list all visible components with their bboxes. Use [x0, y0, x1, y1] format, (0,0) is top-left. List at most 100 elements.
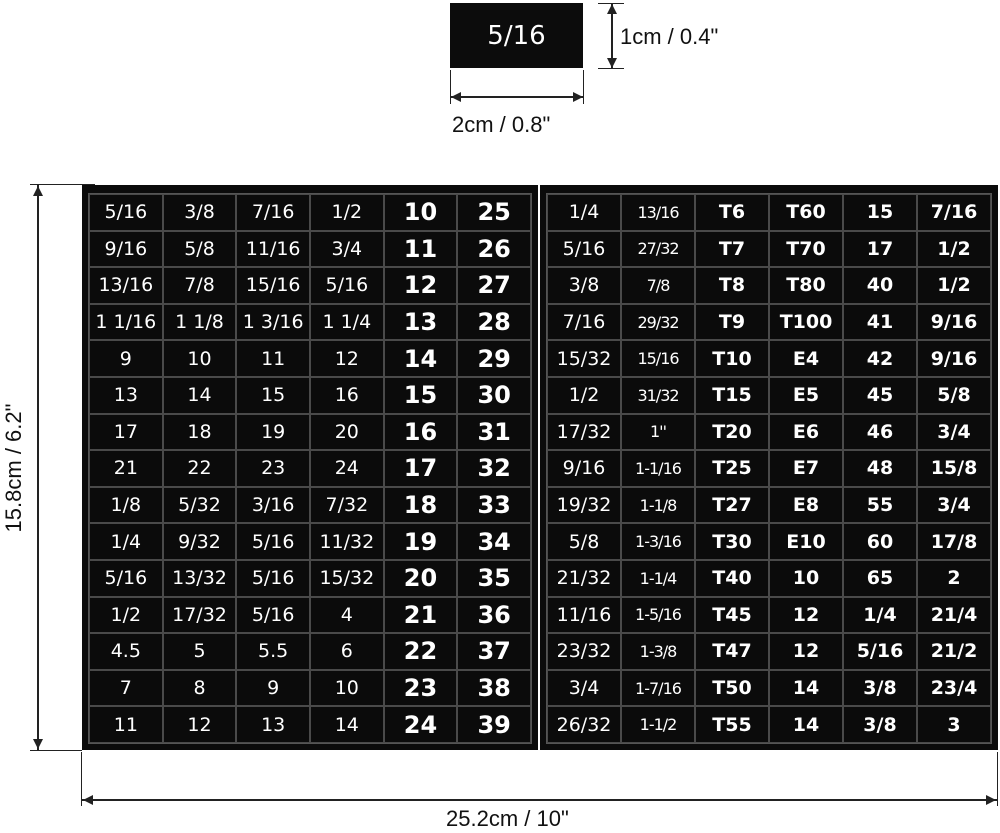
sample-height-label: 1cm / 0.4"	[620, 24, 719, 49]
right-sticker-sheet: 1/4 13/16 T6 T60 15 7/16 5/16 27/32 T7 T70 17 1/2 3/…	[540, 185, 998, 750]
sticker-label: E4	[769, 340, 843, 377]
sticker-label: 15	[236, 376, 310, 414]
arrow-left-icon	[83, 795, 93, 805]
sticker-label: 25	[457, 194, 531, 231]
sticker-label: 11/16	[547, 596, 621, 634]
arrow-up-icon	[607, 4, 617, 14]
sticker-label: 21	[383, 596, 458, 634]
sticker-label: 1''	[621, 413, 695, 451]
sticker-label: 1-1/2	[621, 706, 695, 743]
sample-height-line	[611, 4, 613, 68]
sticker-label: T70	[769, 230, 843, 268]
left-sheet-grid: 5/16 3/8 7/16 1/2 10 25 9/16 5/8 11/16 3/4 11 26 13/…	[88, 193, 532, 744]
right-sheet-grid: 1/4 13/16 T6 T60 15 7/16 5/16 27/32 T7 T70 17 1/2 3/…	[546, 193, 992, 744]
sticker-label: 3/8	[843, 706, 917, 743]
sticker-label: 17/8	[917, 523, 991, 560]
sticker-label: 9/16	[547, 450, 621, 487]
sticker-label: 23	[236, 450, 310, 487]
sticker-label: 12	[383, 267, 458, 304]
sticker-label: E8	[769, 486, 843, 524]
sticker-label: 7/16	[547, 303, 621, 341]
sticker-label: T40	[695, 559, 769, 597]
sticker-label: 5/16	[843, 633, 917, 670]
sticker-label: 5/8	[917, 376, 991, 414]
sample-sticker: 5/16	[450, 3, 583, 68]
sticker-label: 14	[769, 706, 843, 743]
sticker-label: 3/8	[162, 194, 237, 231]
sticker-label: 7/16	[917, 194, 991, 231]
sticker-label: 34	[457, 523, 531, 560]
sticker-label: 1 1/4	[309, 303, 384, 341]
sticker-label: 3/4	[917, 486, 991, 524]
sticker-label: 19	[236, 413, 310, 451]
arrow-down-icon	[607, 58, 617, 68]
sticker-label: 27	[457, 267, 531, 304]
sticker-label: 19	[383, 523, 458, 560]
sticker-label: 4.5	[89, 633, 163, 670]
sticker-label: 2	[917, 559, 991, 597]
sticker-label: 35	[457, 559, 531, 597]
sticker-label: E7	[769, 450, 843, 487]
left-sticker-sheet: 5/16 3/8 7/16 1/2 10 25 9/16 5/8 11/16 3/4 11 26 13/…	[82, 185, 538, 750]
sticker-label: 9/16	[917, 303, 991, 341]
sticker-label: 23/32	[547, 633, 621, 670]
sticker-label: 1/2	[917, 230, 991, 268]
sticker-label: 26	[457, 230, 531, 268]
sticker-label: 16	[383, 413, 458, 451]
sticker-label: 11/16	[236, 230, 310, 268]
sticker-label: 14	[769, 669, 843, 707]
sticker-label: 13	[89, 376, 163, 414]
sticker-label: 1-1/16	[621, 450, 695, 487]
sticker-label: T6	[695, 194, 769, 231]
sticker-label: 7	[89, 669, 163, 707]
sticker-label: 9/16	[89, 230, 163, 268]
sticker-label: 22	[383, 633, 458, 670]
sticker-label: 18	[383, 486, 458, 524]
sticker-label: 3/8	[843, 669, 917, 707]
sticker-label: 1-1/8	[621, 486, 695, 524]
sticker-label: T50	[695, 669, 769, 707]
sticker-label: 55	[843, 486, 917, 524]
sticker-label: 65	[843, 559, 917, 597]
sticker-label: T45	[695, 596, 769, 634]
sticker-label: 15/8	[917, 450, 991, 487]
sheet-width-label: 25.2cm / 10"	[446, 806, 569, 831]
sheet-width-tick-right	[997, 752, 998, 806]
sticker-label: 7/32	[309, 486, 384, 524]
sticker-label: 5/16	[236, 596, 310, 634]
sticker-label: 5/32	[162, 486, 237, 524]
sheet-height-line	[37, 185, 39, 750]
sticker-label: 5/16	[547, 230, 621, 268]
arrow-right-icon	[573, 92, 583, 102]
sticker-label: 5	[162, 633, 237, 670]
sticker-label: 5/16	[309, 267, 384, 304]
sticker-label: 12	[769, 596, 843, 634]
sticker-label: 15/32	[547, 340, 621, 377]
sticker-label: 13	[236, 706, 310, 743]
arrow-left-icon	[451, 92, 461, 102]
sample-height-tick-bottom	[598, 68, 624, 69]
sticker-label: 5.5	[236, 633, 310, 670]
sticker-label: 12	[769, 633, 843, 670]
sheet-width-tick-left	[81, 752, 82, 806]
sticker-label: 38	[457, 669, 531, 707]
sticker-label: 45	[843, 376, 917, 414]
sticker-label: T27	[695, 486, 769, 524]
sticker-label: 7/8	[621, 267, 695, 304]
sticker-label: T9	[695, 303, 769, 341]
sticker-label: 19/32	[547, 486, 621, 524]
sticker-label: 24	[383, 706, 458, 743]
sticker-label: 1-3/16	[621, 523, 695, 560]
sticker-label: 1/8	[89, 486, 163, 524]
sticker-label: T10	[695, 340, 769, 377]
sticker-label: 1-3/8	[621, 633, 695, 670]
sticker-label: 17	[843, 230, 917, 268]
sticker-label: 17/32	[162, 596, 237, 634]
sample-sticker-text: 5/16	[487, 20, 546, 51]
sticker-label: 1-1/4	[621, 559, 695, 597]
sticker-label: 29	[457, 340, 531, 377]
sticker-label: 31/32	[621, 376, 695, 414]
sticker-label: 46	[843, 413, 917, 451]
sticker-label: 21/2	[917, 633, 991, 670]
sticker-label: 20	[383, 559, 458, 597]
